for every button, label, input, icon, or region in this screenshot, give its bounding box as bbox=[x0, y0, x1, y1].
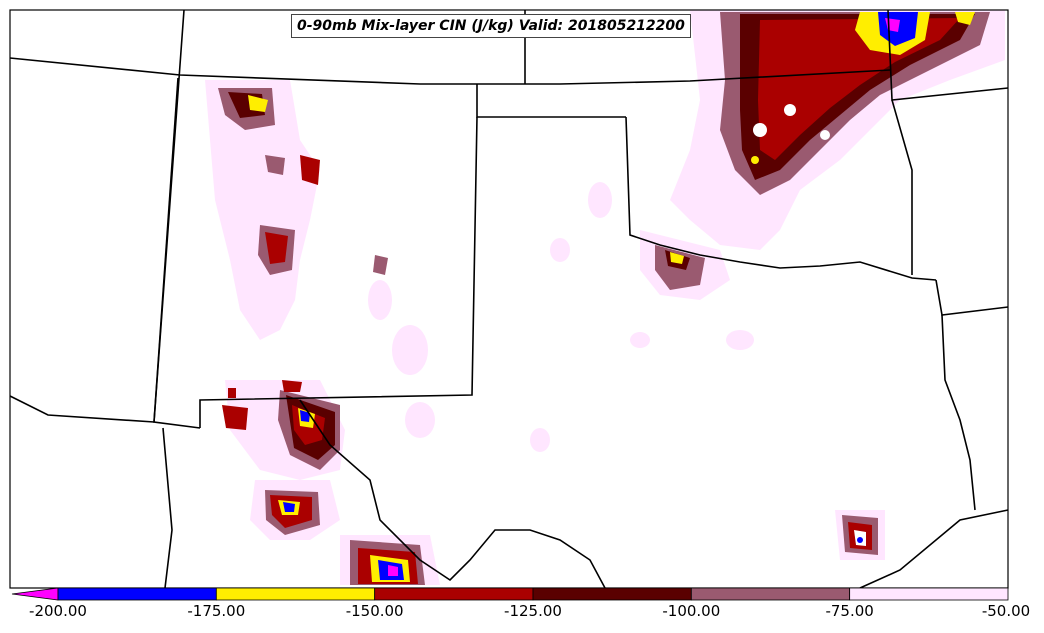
cin-region-rockies bbox=[205, 80, 388, 340]
cin-region-west-texas bbox=[222, 380, 345, 480]
cin-region-scatter bbox=[368, 182, 754, 452]
colorbar-bin-1 bbox=[57, 587, 217, 601]
cin-region-northeast bbox=[670, 10, 1005, 250]
cin-region-red-river bbox=[640, 230, 730, 300]
colorbar-tick-label: -75.00 bbox=[825, 602, 874, 620]
cin-region-big-bend bbox=[250, 480, 340, 540]
cin-region-rio-grande bbox=[340, 535, 440, 585]
colorbar-bin-2 bbox=[215, 587, 376, 601]
colorbar-tick-label: -200.00 bbox=[29, 602, 87, 620]
state-boundaries bbox=[9, 9, 1009, 589]
colorbar-bin-4 bbox=[532, 587, 692, 601]
colorbar-tick-label: -100.00 bbox=[662, 602, 721, 620]
cin-contours bbox=[205, 10, 1005, 585]
colorbar-bin-3 bbox=[374, 587, 534, 601]
map-title: 0-90mb Mix-layer CIN (J/kg) Valid: 20180… bbox=[291, 14, 691, 38]
colorbar bbox=[11, 587, 1009, 601]
colorbar-bin-5 bbox=[690, 587, 851, 601]
colorbar-bin-0 bbox=[11, 587, 59, 601]
colorbar-bin-6 bbox=[849, 587, 1009, 601]
colorbar-tick-label: -50.00 bbox=[981, 602, 1031, 620]
colorbar-tick-label: -175.00 bbox=[187, 602, 246, 620]
colorbar-tick-label: -125.00 bbox=[504, 602, 562, 620]
cin-region-houston bbox=[835, 510, 885, 560]
colorbar-tick-label: -150.00 bbox=[345, 602, 404, 620]
